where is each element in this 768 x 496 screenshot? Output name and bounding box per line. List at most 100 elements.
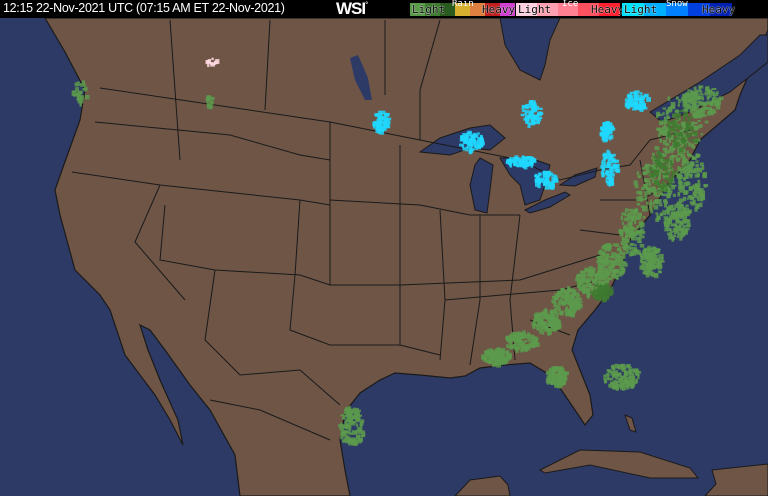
legend-snow-light: Light bbox=[624, 3, 658, 16]
precip-cell bbox=[696, 173, 701, 177]
precip-cell bbox=[480, 141, 484, 146]
legend-ice-title: Ice bbox=[562, 0, 579, 9]
precip-cell bbox=[618, 378, 623, 382]
precip-cell bbox=[546, 313, 550, 318]
precip-cell bbox=[566, 300, 569, 305]
precip-cell bbox=[650, 257, 655, 261]
precip-cell bbox=[644, 179, 649, 183]
precip-cell bbox=[568, 311, 573, 316]
precip-cell bbox=[350, 416, 354, 421]
precip-cell bbox=[616, 254, 621, 258]
precip-cell bbox=[663, 164, 667, 169]
precip-cell bbox=[606, 369, 610, 372]
precip-cell bbox=[378, 110, 382, 114]
precip-cell bbox=[706, 96, 710, 101]
precip-cell bbox=[646, 97, 652, 102]
precip-cell bbox=[345, 430, 348, 434]
precip-cell bbox=[497, 347, 501, 350]
precip-cell bbox=[625, 245, 631, 249]
precip-cell bbox=[575, 303, 580, 306]
precip-cell bbox=[566, 288, 570, 293]
precip-cell bbox=[601, 167, 605, 171]
precip-cell bbox=[381, 110, 386, 115]
precip-cell bbox=[634, 248, 638, 254]
precip-cell bbox=[649, 260, 653, 264]
precip-cell bbox=[679, 132, 683, 136]
precip-cell bbox=[683, 116, 686, 121]
precip-cell bbox=[589, 272, 595, 277]
precip-cell bbox=[629, 375, 634, 380]
precip-cell bbox=[665, 221, 670, 227]
precip-cell bbox=[599, 265, 604, 270]
precip-cell bbox=[608, 383, 611, 388]
precip-cell bbox=[514, 341, 517, 346]
precip-cell bbox=[680, 211, 683, 215]
precip-cell bbox=[536, 116, 540, 120]
precip-cell bbox=[596, 270, 601, 276]
precip-cell bbox=[599, 273, 602, 278]
precip-cell bbox=[531, 158, 534, 164]
precip-cell bbox=[674, 223, 678, 228]
precip-cell bbox=[627, 215, 630, 219]
precip-cell bbox=[553, 320, 558, 325]
precip-cell bbox=[518, 332, 523, 338]
precip-cell bbox=[606, 162, 610, 166]
precip-cell bbox=[347, 413, 352, 417]
precip-cell bbox=[694, 187, 700, 192]
precip-cell bbox=[71, 91, 76, 96]
precip-cell bbox=[643, 205, 648, 209]
precip-cell bbox=[541, 322, 544, 327]
precip-cell bbox=[570, 304, 574, 308]
precip-cell bbox=[636, 196, 641, 202]
precip-cell bbox=[667, 134, 672, 138]
precip-cell bbox=[621, 221, 624, 225]
precip-cell bbox=[678, 117, 681, 121]
precip-cell bbox=[663, 220, 667, 224]
precip-cell bbox=[486, 360, 490, 363]
precip-cell bbox=[555, 380, 559, 385]
precip-cell bbox=[507, 158, 512, 164]
precip-cell bbox=[557, 301, 562, 306]
legend-swatch bbox=[599, 3, 621, 16]
precip-cell bbox=[535, 182, 539, 187]
precip-cell bbox=[639, 235, 645, 239]
precip-cell bbox=[693, 168, 696, 174]
precip-cell bbox=[615, 259, 621, 262]
precip-cell bbox=[515, 348, 519, 353]
precip-cell bbox=[547, 331, 551, 336]
precip-cell bbox=[356, 423, 359, 428]
precip-cell bbox=[593, 289, 596, 294]
precip-cell bbox=[506, 352, 509, 357]
precip-cell bbox=[639, 92, 643, 95]
precip-cell bbox=[561, 374, 566, 377]
precip-cell bbox=[684, 103, 689, 109]
precip-cell bbox=[607, 153, 613, 158]
precip-cell bbox=[630, 92, 633, 97]
precip-cell bbox=[377, 116, 383, 120]
precip-cell bbox=[353, 442, 358, 447]
precip-cell bbox=[633, 215, 637, 221]
precip-cell bbox=[632, 227, 637, 231]
precip-cell bbox=[697, 120, 701, 123]
precip-cell bbox=[662, 126, 667, 129]
precip-cell bbox=[344, 434, 349, 438]
precip-cell bbox=[606, 269, 611, 273]
precip-cell bbox=[606, 149, 610, 155]
precip-cell bbox=[633, 101, 638, 105]
precip-cell bbox=[694, 125, 698, 131]
precip-cell bbox=[667, 106, 672, 112]
precip-cell bbox=[676, 235, 679, 239]
precip-cell bbox=[492, 354, 497, 357]
precip-cell bbox=[693, 93, 698, 98]
precip-cell bbox=[604, 268, 608, 271]
legend-rain-title: Rain bbox=[452, 0, 474, 9]
precip-cell bbox=[339, 423, 343, 429]
precip-cell bbox=[539, 320, 543, 324]
precip-cell bbox=[689, 162, 695, 166]
precip-cell bbox=[509, 163, 513, 168]
precip-cell bbox=[702, 173, 707, 179]
precip-cell bbox=[517, 338, 521, 342]
precip-cell bbox=[353, 438, 358, 443]
precip-cell bbox=[669, 105, 675, 109]
precip-cell bbox=[672, 124, 677, 129]
